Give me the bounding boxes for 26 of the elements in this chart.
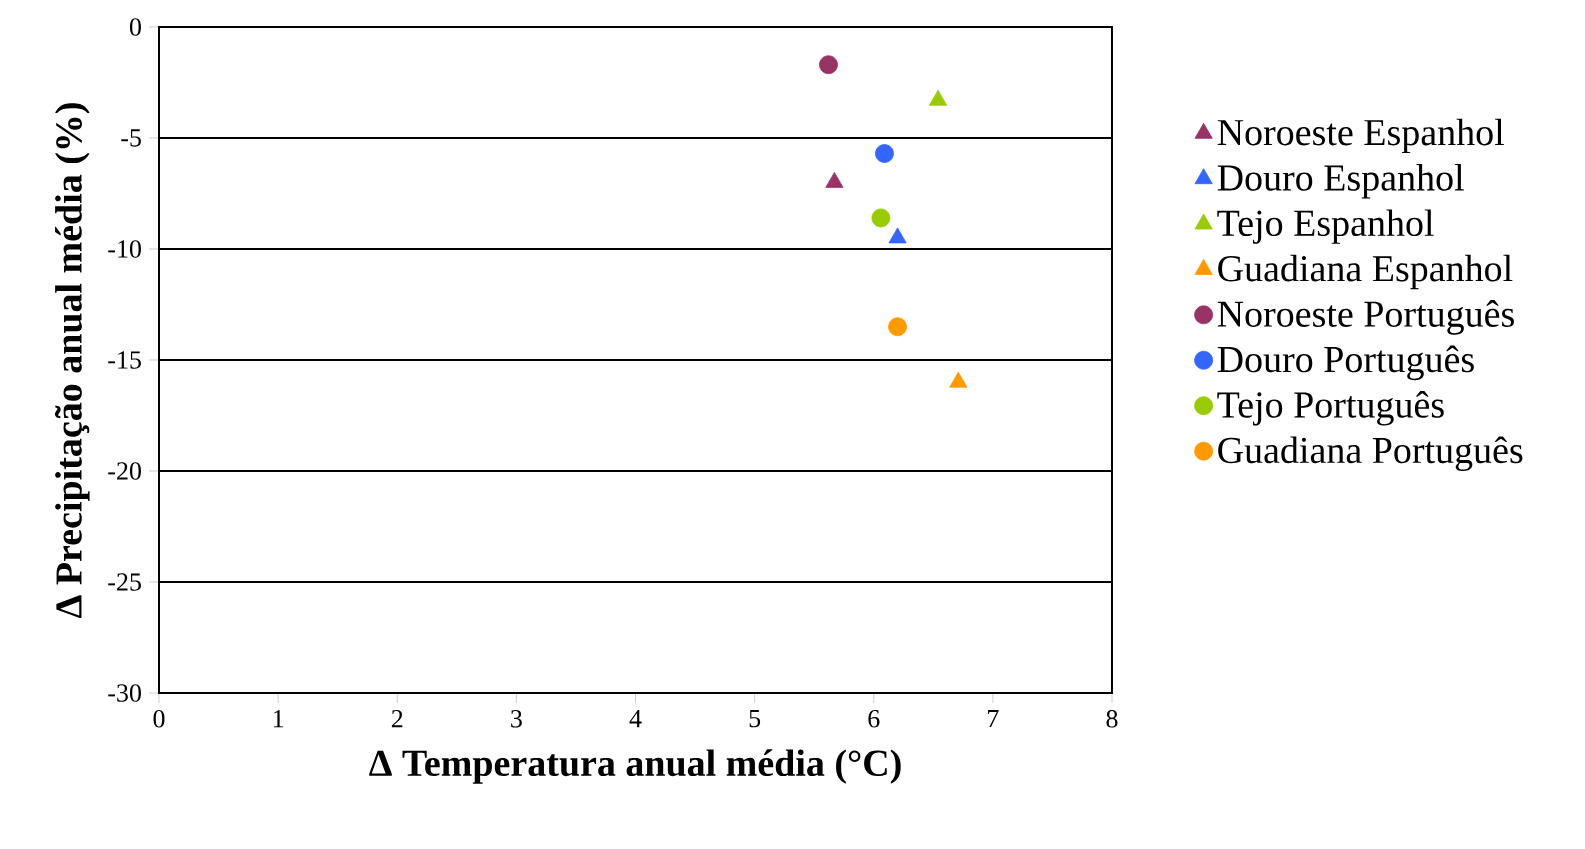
- y-tick-label: -5: [121, 129, 141, 147]
- legend-label: Guadiana Espanhol: [1218, 254, 1513, 290]
- legend-label: Guadiana Português: [1218, 436, 1523, 472]
- y-tick-label: 0: [129, 18, 141, 36]
- y-tick-label: -15: [108, 351, 141, 369]
- x-tick-label: 4: [629, 710, 642, 728]
- x-tick-label: 2: [391, 710, 403, 728]
- y-tick-label: -30: [108, 684, 141, 702]
- y-tick-label: -10: [108, 240, 141, 258]
- x-tick-label: 3: [511, 710, 522, 728]
- x-tick-label: 1: [273, 710, 284, 728]
- x-tick-label: 7: [988, 710, 999, 728]
- legend-label: Douro Espanhol: [1217, 164, 1464, 199]
- x-tick-label: 5: [749, 710, 761, 728]
- x-tick-label: 8: [1106, 710, 1118, 728]
- y-tick-label: -20: [108, 462, 141, 480]
- legend-label: Douro Português: [1217, 345, 1474, 381]
- legend-label: Tejo Português: [1217, 390, 1444, 426]
- legend-label: Noroeste Espanhol: [1217, 118, 1504, 154]
- y-axis-title: Δ Precipitação anual média (%): [54, 103, 90, 618]
- y-tick-label: -25: [108, 573, 141, 591]
- legend-label: Noroeste Português: [1217, 300, 1514, 335]
- legend-label: Tejo Espanhol: [1217, 209, 1434, 244]
- x-tick-label: 0: [153, 710, 165, 728]
- x-axis-title: Δ Temperatura anual média (°C): [369, 749, 901, 784]
- x-tick-label: 6: [868, 710, 880, 728]
